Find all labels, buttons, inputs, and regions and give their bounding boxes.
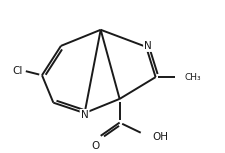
Text: N: N — [80, 110, 88, 120]
Text: CH₃: CH₃ — [183, 73, 200, 82]
Text: Cl: Cl — [12, 66, 22, 76]
Text: OH: OH — [152, 132, 168, 142]
Text: O: O — [91, 141, 100, 151]
Text: N: N — [144, 41, 151, 51]
